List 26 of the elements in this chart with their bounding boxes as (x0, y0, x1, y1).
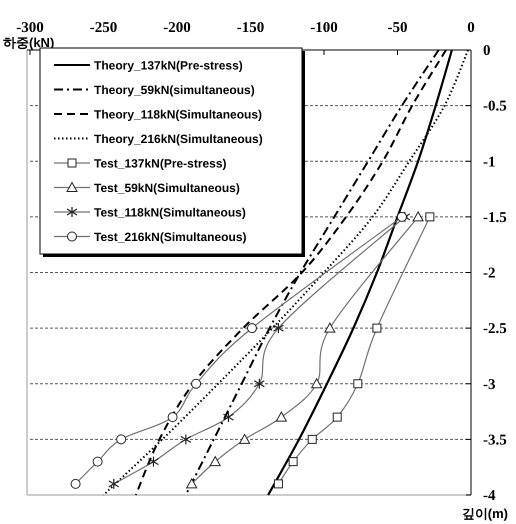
x-tick-label: -250 (90, 20, 118, 36)
legend-label: Test_118kN(Simultaneous) (94, 206, 246, 220)
x-tick-label: -150 (236, 20, 264, 36)
x-tick-label: -200 (163, 20, 191, 36)
y-axis-title: 깊이(m) (462, 506, 508, 521)
y-tick-label: -2.5 (483, 321, 507, 338)
legend-label: Theory_137kN(Pre-stress) (94, 58, 243, 72)
x-tick-label: 0 (467, 20, 475, 36)
y-tick-label: -3.5 (483, 432, 507, 448)
legend-label: Test_137kN(Pre-stress) (94, 156, 227, 170)
legend-label: Test_59kN(Simultaneous) (94, 181, 240, 195)
legend-label: Theory_216kN(Simultaneous) (94, 132, 263, 146)
legend-label: Theory_59kN(simultaneous) (94, 83, 255, 97)
legend-label: Test_216kN(Simultaneous) (94, 230, 246, 244)
y-tick-label: -1.5 (483, 210, 507, 226)
y-tick-label: -3 (483, 376, 496, 393)
x-tick-label: -50 (388, 20, 408, 36)
x-tick-label: -300 (16, 20, 44, 36)
y-tick-label: -4 (483, 488, 496, 504)
y-tick-label: -2 (483, 266, 496, 282)
y-tick-label: -1 (483, 154, 496, 170)
x-axis-title: 하중(kN) (3, 35, 54, 50)
y-tick-label: 0 (483, 43, 490, 59)
x-tick-label: -100 (310, 20, 338, 36)
legend-label: Theory_118kN(Simultaneous) (94, 108, 262, 122)
y-tick-label: -0.5 (483, 98, 507, 115)
